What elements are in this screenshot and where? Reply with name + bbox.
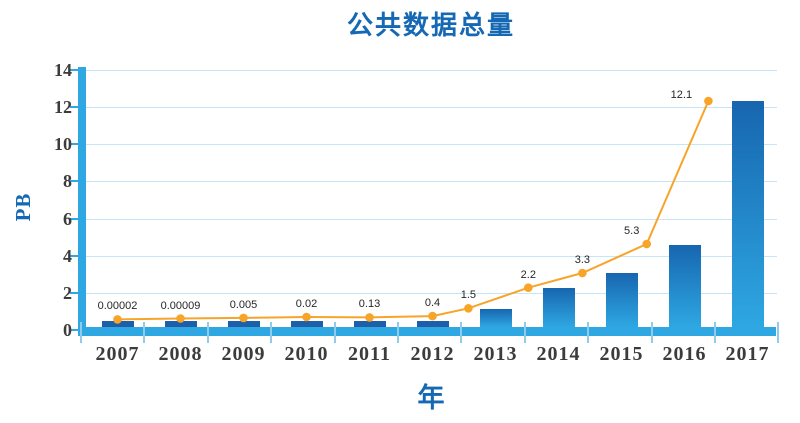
x-tick-mark: [777, 322, 780, 343]
line-marker-2014: [524, 283, 533, 293]
gridline: [86, 181, 777, 183]
y-tick-label: 0: [63, 320, 72, 340]
year-label-2017: 2017: [725, 343, 770, 365]
bar-2009: [227, 321, 260, 327]
line-marker-2015: [578, 268, 587, 278]
data-label-2012: 0.4: [424, 297, 441, 310]
x-tick-mark: [650, 322, 653, 343]
x-tick-mark: [714, 322, 716, 343]
x-tick-mark: [80, 322, 82, 343]
y-axis-line: [78, 67, 86, 336]
x-tick-mark: [270, 322, 273, 343]
bar-2015: [605, 273, 638, 327]
year-label-2008: 2008: [158, 343, 203, 365]
year-label-2014: 2014: [536, 343, 581, 365]
y-tick-mark: [70, 106, 78, 109]
bar-2007: [101, 321, 134, 327]
data-label-2015: 3.3: [574, 254, 591, 266]
y-tick-mark: [70, 143, 78, 146]
line-marker-2017: [704, 96, 713, 106]
y-tick-label: 12: [54, 97, 72, 118]
x-tick-mark: [397, 322, 399, 343]
line-marker-2012: [428, 311, 437, 321]
x-tick-mark: [143, 322, 146, 343]
bar-2010: [290, 321, 323, 327]
bar-2016: [668, 244, 701, 327]
bar-2011: [353, 321, 386, 327]
line-marker-2010: [302, 312, 311, 322]
y-tick-label: 6: [63, 208, 72, 229]
year-label-2013: 2013: [473, 343, 518, 365]
year-label-2012: 2012: [410, 343, 455, 365]
x-axis-line: [78, 327, 776, 336]
year-label-2009: 2009: [221, 343, 266, 365]
y-tick-mark: [70, 329, 78, 331]
x-tick-mark: [333, 322, 336, 343]
year-label-2010: 2010: [284, 343, 329, 365]
data-label-2010: 0.02: [295, 298, 318, 310]
bar-2008: [164, 321, 197, 327]
year-label-2011: 2011: [348, 343, 391, 365]
gridline: [86, 144, 777, 146]
data-label-2017: 12.1: [670, 89, 693, 101]
line-marker-2013: [464, 304, 473, 313]
y-tick-label: 14: [54, 60, 72, 80]
y-tick-label: 10: [54, 134, 72, 155]
y-tick-mark: [70, 291, 78, 294]
y-tick-label: 4: [63, 245, 72, 266]
data-label-2013: 1.5: [460, 289, 477, 302]
data-label-2014: 2.2: [520, 268, 536, 281]
x-tick-mark: [523, 322, 526, 343]
y-tick-label: 2: [63, 282, 72, 303]
year-label-2016: 2016: [662, 343, 707, 365]
data-label-2016: 5.3: [624, 225, 640, 237]
x-tick-mark: [460, 322, 463, 343]
gridline: [86, 107, 777, 109]
y-tick-label: 8: [63, 171, 72, 192]
data-label-2008: 0.00009: [160, 299, 201, 312]
y-tick-mark: [70, 254, 78, 257]
bar-2014: [542, 287, 575, 327]
bar-2017: [731, 101, 764, 327]
year-label-2007: 2007: [95, 343, 140, 365]
chart-title: 公共数据总量: [346, 10, 515, 40]
x-axis-title: 年: [417, 383, 445, 413]
x-tick-mark: [206, 322, 209, 343]
bar-2012: [416, 321, 449, 327]
data-label-2007: 0.00002: [97, 300, 138, 313]
gridline: [86, 218, 777, 220]
data-label-2009: 0.005: [229, 298, 258, 311]
y-tick-mark: [70, 69, 78, 71]
y-tick-mark: [70, 217, 78, 220]
data-label-2011: 0.13: [358, 298, 381, 311]
gridline: [86, 70, 777, 71]
y-tick-mark: [70, 180, 78, 183]
line-marker-2016: [642, 239, 651, 249]
bar-2013: [479, 308, 512, 327]
year-label-2015: 2015: [599, 343, 644, 365]
x-tick-mark: [587, 322, 590, 343]
